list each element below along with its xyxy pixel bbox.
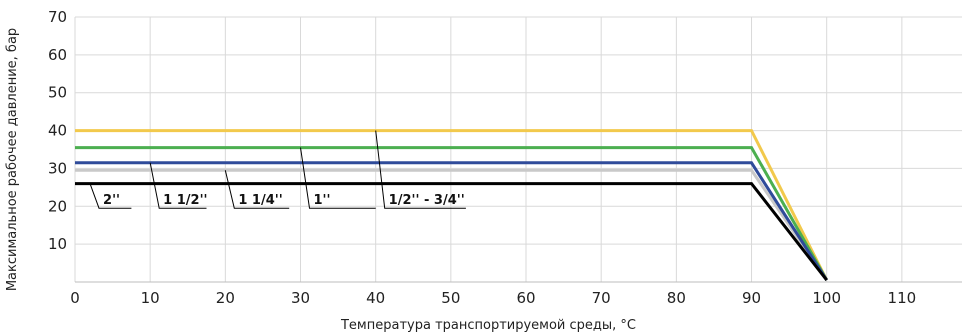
x-tick-label: 40 bbox=[366, 289, 385, 307]
series-line-4 bbox=[75, 161, 828, 281]
axis-layer: 0 10 20 30 40 50 60 70 80 90 100 110 10 20 30 40 50 60 70 bbox=[48, 8, 962, 307]
grid-layer bbox=[74, 16, 962, 282]
y-tick-label: 70 bbox=[48, 8, 67, 26]
y-axis-title: Максимальное рабочее давление, бар bbox=[5, 28, 20, 291]
series-label-leader bbox=[149, 162, 207, 209]
x-tick-label: 60 bbox=[516, 289, 535, 307]
series-label-layer: 1/2'' - 3/4'' 1'' 1 1/4'' 1 1/2'' 2'' bbox=[89, 130, 466, 209]
x-tick-label: 10 bbox=[141, 289, 160, 307]
series-label-leader bbox=[89, 183, 132, 209]
x-tick-label: 90 bbox=[742, 289, 761, 307]
series-label-1: 1/2'' - 3/4'' bbox=[389, 193, 465, 208]
y-tick-label: 10 bbox=[48, 235, 67, 253]
x-tick-label: 110 bbox=[888, 289, 917, 307]
x-tick-label: 50 bbox=[441, 289, 460, 307]
series-label-3: 1 1/4'' bbox=[238, 193, 282, 208]
series-label-2: 1'' bbox=[314, 193, 331, 208]
series-label-leader bbox=[224, 170, 290, 209]
series-label-leader bbox=[300, 147, 376, 209]
x-tick-label: 70 bbox=[592, 289, 611, 307]
series-label-5: 2'' bbox=[103, 193, 120, 208]
x-tick-label: 80 bbox=[667, 289, 686, 307]
series-line-5 bbox=[75, 182, 828, 282]
y-tick-label: 30 bbox=[48, 159, 67, 177]
x-tick-label: 30 bbox=[291, 289, 310, 307]
x-tick-label: 100 bbox=[812, 289, 841, 307]
y-tick-label: 60 bbox=[48, 46, 67, 64]
x-tick-label: 20 bbox=[216, 289, 235, 307]
series-label-4: 1 1/2'' bbox=[163, 193, 207, 208]
x-tick-label: 0 bbox=[70, 289, 80, 307]
series-label-leader bbox=[375, 130, 466, 209]
y-tick-label: 20 bbox=[48, 197, 67, 215]
series-line-1 bbox=[75, 129, 829, 281]
x-axis-title: Температура транспортируемой среды, °C bbox=[340, 318, 636, 333]
y-tick-label: 50 bbox=[48, 84, 67, 102]
y-tick-label: 40 bbox=[48, 122, 67, 140]
